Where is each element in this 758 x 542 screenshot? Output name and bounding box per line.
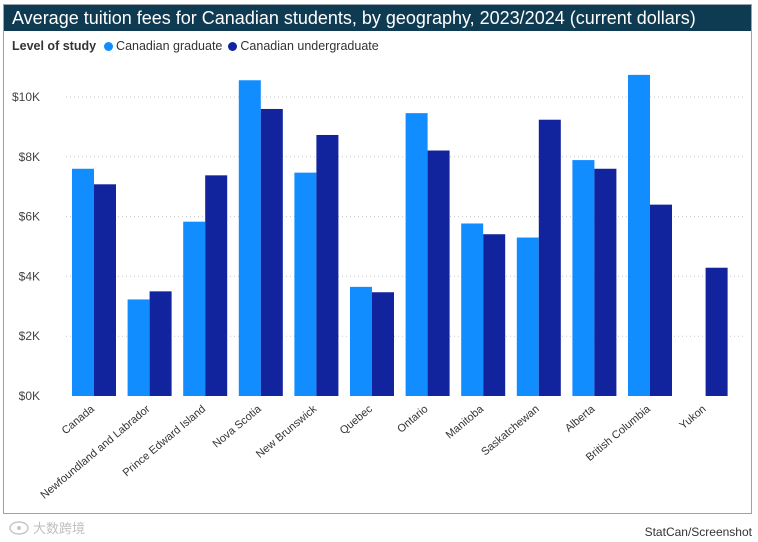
bar-graduate	[72, 168, 94, 396]
bar-graduate	[183, 221, 206, 396]
legend: Level of study Canadian graduate Canadia…	[12, 38, 385, 54]
bar-graduate	[405, 113, 428, 397]
watermark: 大数跨境	[8, 518, 85, 537]
y-tick-label: $10K	[12, 90, 40, 104]
y-tick-label: $8K	[19, 150, 40, 164]
bar-graduate	[516, 237, 539, 396]
bar-undergraduate	[205, 175, 228, 396]
bar-graduate	[628, 74, 650, 397]
x-tick-label: Yukon	[677, 403, 708, 432]
x-tick-label: Ontario	[395, 403, 430, 435]
x-tick-label: Quebec	[338, 403, 376, 437]
bar-undergraduate	[316, 134, 339, 396]
title-bar: Average tuition fees for Canadian studen…	[4, 5, 751, 31]
y-tick-label: $2K	[19, 329, 40, 343]
legend-item-graduate[interactable]: Canadian graduate	[104, 39, 222, 53]
legend-swatch-graduate	[104, 41, 114, 51]
y-tick-label: $0K	[19, 389, 40, 403]
logo-icon	[9, 520, 29, 535]
y-tick-label: $4K	[19, 269, 40, 283]
bar-undergraduate	[260, 108, 283, 397]
x-tick-label: Saskatchewan	[479, 403, 542, 458]
bar-undergraduate	[650, 204, 672, 396]
bar-undergraduate	[94, 184, 116, 396]
bar-undergraduate	[594, 168, 617, 396]
legend-title: Level of study	[12, 39, 97, 53]
legend-swatch-undergraduate	[228, 41, 238, 51]
bar-undergraduate	[705, 267, 728, 396]
x-tick-label: Alberta	[563, 403, 598, 435]
x-tick-label: Nova Scotia	[211, 403, 265, 451]
source-note: StatCan/Screenshot	[644, 525, 752, 539]
x-tick-label: Manitoba	[444, 403, 487, 442]
bar-undergraduate	[149, 291, 172, 396]
bar-graduate	[461, 223, 484, 396]
x-tick-label: New Brunswick	[254, 403, 320, 461]
chart-frame: Average tuition fees for Canadian studen…	[3, 4, 752, 514]
legend-item-undergraduate[interactable]: Canadian undergraduate	[228, 39, 379, 53]
bar-undergraduate	[372, 292, 394, 396]
y-tick-label: $6K	[19, 210, 40, 224]
x-tick-label: Canada	[60, 403, 98, 438]
bar-graduate	[238, 80, 261, 397]
bar-graduate	[572, 160, 595, 396]
x-tick-label: Newfoundland and Labrador	[38, 403, 152, 502]
bar-undergraduate	[538, 119, 561, 396]
chart-title: Average tuition fees for Canadian studen…	[12, 8, 696, 28]
legend-label-graduate: Canadian graduate	[116, 39, 223, 53]
watermark-text: 大数跨境	[33, 521, 86, 536]
legend-label-undergraduate: Canadian undergraduate	[240, 39, 379, 53]
bar-undergraduate	[483, 234, 506, 396]
bar-graduate	[127, 299, 150, 396]
bar-undergraduate	[427, 150, 450, 396]
bar-graduate	[294, 172, 317, 396]
bar-graduate	[350, 286, 372, 396]
